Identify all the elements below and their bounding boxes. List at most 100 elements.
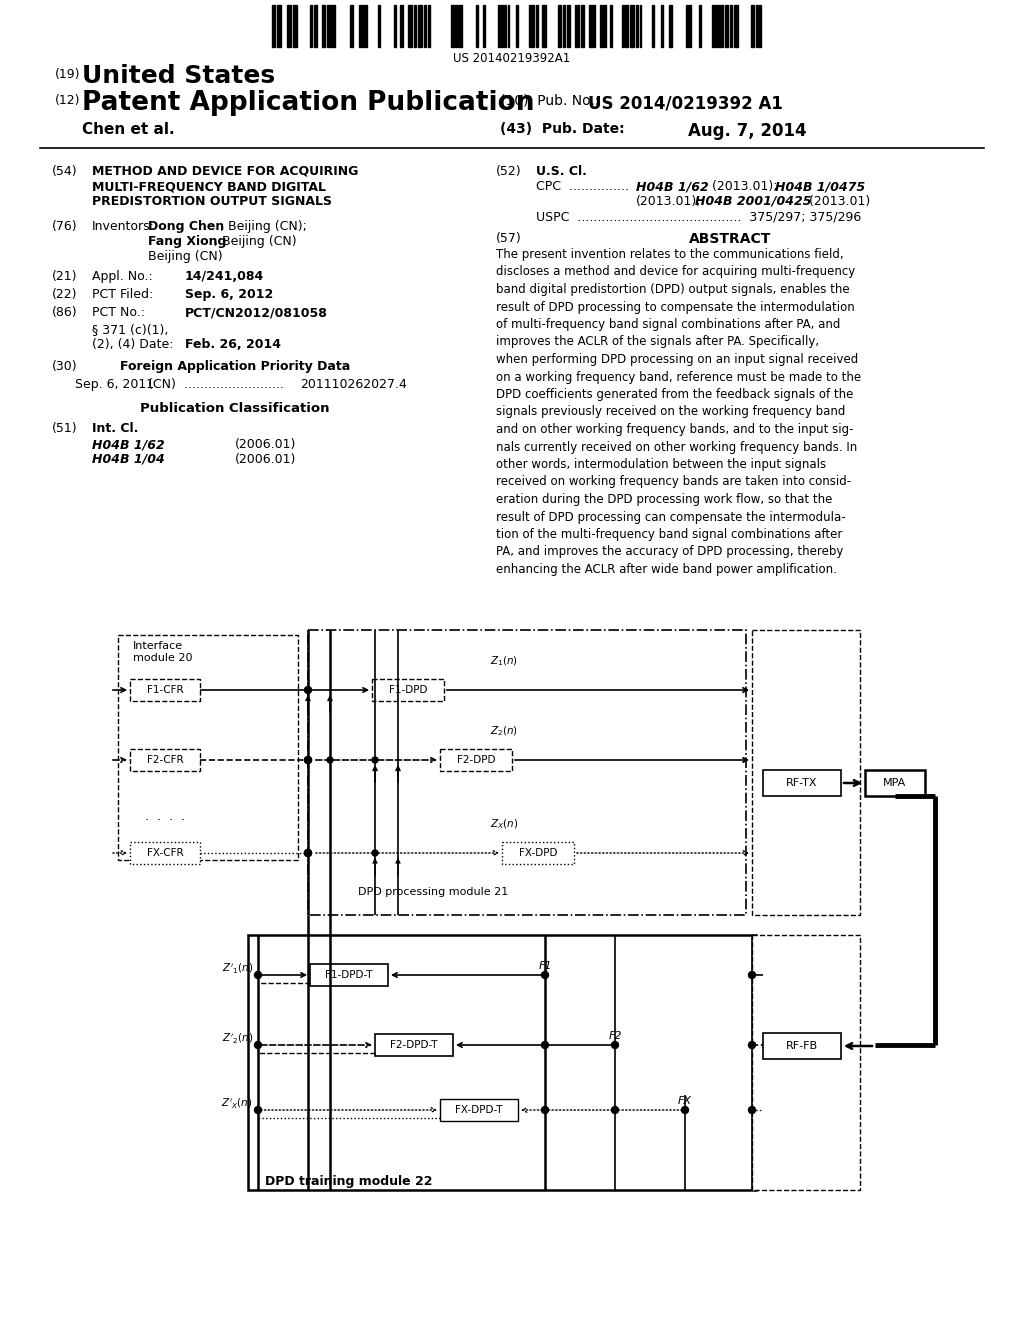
Text: H04B 1/0475: H04B 1/0475 <box>775 180 865 193</box>
Bar <box>248 935 756 1191</box>
Text: DPD processing module 21: DPD processing module 21 <box>357 887 508 898</box>
Text: F1-DPD: F1-DPD <box>389 685 427 696</box>
Bar <box>515 5 518 48</box>
Text: United States: United States <box>82 63 275 88</box>
Circle shape <box>304 850 311 857</box>
Text: H04B 1/62: H04B 1/62 <box>92 438 165 451</box>
Bar <box>640 5 641 48</box>
Bar <box>378 5 380 48</box>
Text: H04B 1/62: H04B 1/62 <box>636 180 709 193</box>
Text: MPA: MPA <box>884 777 906 788</box>
Text: F2-DPD-T: F2-DPD-T <box>390 1040 437 1049</box>
Text: (2013.01);: (2013.01); <box>708 180 777 193</box>
Text: The present invention relates to the communications field,
discloses a method an: The present invention relates to the com… <box>496 248 861 576</box>
Bar <box>498 5 500 48</box>
Text: ·  ·  ·  ·: · · · · <box>145 813 185 826</box>
Text: Inventors:: Inventors: <box>92 220 155 234</box>
Bar <box>424 5 426 48</box>
Bar <box>272 5 275 48</box>
Text: PCT No.:: PCT No.: <box>92 306 145 319</box>
Circle shape <box>304 756 311 763</box>
Bar <box>130 748 200 771</box>
Text: US 2014/0219392 A1: US 2014/0219392 A1 <box>588 94 783 112</box>
Bar <box>350 5 352 48</box>
Bar <box>458 5 462 48</box>
Circle shape <box>304 756 311 763</box>
Text: (52): (52) <box>496 165 521 178</box>
Text: (30): (30) <box>52 360 78 374</box>
Text: RF-FB: RF-FB <box>786 1041 818 1051</box>
Bar <box>752 935 860 1191</box>
Text: (22): (22) <box>52 288 78 301</box>
Circle shape <box>304 686 311 693</box>
Bar <box>712 5 715 48</box>
Bar <box>309 5 312 48</box>
Bar <box>327 5 331 48</box>
Text: (54): (54) <box>52 165 78 178</box>
Text: Interface
module 20: Interface module 20 <box>133 642 193 663</box>
Text: $Z'_1(n)$: $Z'_1(n)$ <box>222 961 253 975</box>
Bar <box>751 5 754 48</box>
Circle shape <box>327 756 333 763</box>
Text: PCT Filed:: PCT Filed: <box>92 288 154 301</box>
Text: (10)  Pub. No.:: (10) Pub. No.: <box>500 94 608 108</box>
Bar <box>577 5 579 48</box>
Circle shape <box>542 972 549 978</box>
Text: USPC  .........................................  375/297; 375/296: USPC ...................................… <box>536 210 861 223</box>
Text: ABSTRACT: ABSTRACT <box>689 232 771 246</box>
Text: F2: F2 <box>608 1031 622 1041</box>
Text: Appl. No.:: Appl. No.: <box>92 271 153 282</box>
Bar <box>716 5 719 48</box>
Bar <box>593 5 595 48</box>
Text: $Z_X(n)$: $Z_X(n)$ <box>490 817 518 832</box>
Text: Sep. 6, 2012: Sep. 6, 2012 <box>185 288 273 301</box>
Bar <box>752 630 860 915</box>
Text: F1-CFR: F1-CFR <box>146 685 183 696</box>
Bar <box>414 5 416 48</box>
Text: $Z_2(n)$: $Z_2(n)$ <box>490 725 518 738</box>
Bar <box>476 5 477 48</box>
Bar <box>508 5 509 48</box>
Text: U.S. Cl.: U.S. Cl. <box>536 165 587 178</box>
Text: , Beijing (CN);: , Beijing (CN); <box>220 220 307 234</box>
Text: FX-DPD-T: FX-DPD-T <box>456 1105 503 1115</box>
Bar <box>308 630 746 915</box>
Circle shape <box>255 1106 261 1114</box>
Bar <box>313 5 316 48</box>
Bar <box>531 5 534 48</box>
Circle shape <box>542 1041 549 1048</box>
Text: H04B 1/04: H04B 1/04 <box>92 453 165 466</box>
Bar <box>483 5 484 48</box>
Bar <box>440 1100 518 1121</box>
Bar <box>589 5 592 48</box>
Bar <box>393 5 396 48</box>
Text: RF-TX: RF-TX <box>786 777 818 788</box>
Text: $Z_1(n)$: $Z_1(n)$ <box>490 655 518 668</box>
Bar <box>130 678 200 701</box>
Text: FX-DPD: FX-DPD <box>519 847 557 858</box>
Text: DPD training module 22: DPD training module 22 <box>265 1175 432 1188</box>
Bar <box>408 5 412 48</box>
Text: (21): (21) <box>52 271 78 282</box>
Text: Sep. 6, 2011: Sep. 6, 2011 <box>75 378 155 391</box>
Text: Publication Classification: Publication Classification <box>140 403 330 414</box>
Text: 201110262027.4: 201110262027.4 <box>300 378 407 391</box>
Bar <box>332 5 335 48</box>
Bar <box>622 5 624 48</box>
Bar <box>604 5 605 48</box>
Bar <box>358 5 360 48</box>
Text: (2006.01): (2006.01) <box>234 438 296 451</box>
Text: F2-DPD: F2-DPD <box>457 755 496 766</box>
Bar <box>361 5 364 48</box>
Bar <box>660 5 663 48</box>
Bar <box>865 770 925 796</box>
Bar <box>365 5 367 48</box>
Text: $Z'_X(n)$: $Z'_X(n)$ <box>221 1096 253 1110</box>
Circle shape <box>749 1106 756 1114</box>
Text: , Beijing (CN): , Beijing (CN) <box>214 235 297 248</box>
Circle shape <box>682 1106 688 1114</box>
Bar <box>685 5 687 48</box>
Text: § 371 (c)(1),: § 371 (c)(1), <box>92 323 168 337</box>
Bar <box>557 5 560 48</box>
Bar <box>625 5 628 48</box>
